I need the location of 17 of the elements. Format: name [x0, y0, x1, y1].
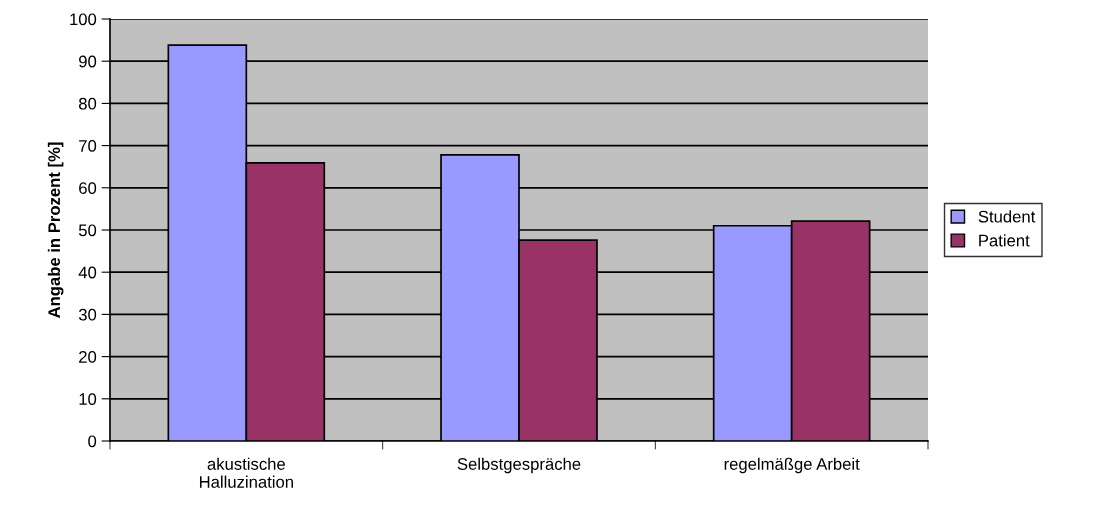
- y-tick-label: 0: [88, 435, 97, 448]
- y-tick-label: 40: [78, 266, 97, 279]
- y-tick-label: 60: [79, 182, 97, 194]
- y-tick-label: 20: [79, 351, 97, 363]
- legend-label: Student: [978, 210, 1036, 223]
- y-tick-label: 70: [79, 140, 97, 152]
- x-tick-label: akustische Halluzination: [199, 457, 293, 488]
- x-tick-label: Selbstgespräche: [457, 457, 581, 474]
- x-tick-label: regelmäßge Arbeit: [724, 457, 860, 474]
- y-axis-title: Angabe in Prozent [%]: [47, 142, 64, 319]
- legend-label: Patient: [979, 234, 1030, 247]
- y-tick-label: 90: [79, 55, 97, 68]
- y-tick-label: 80: [78, 97, 97, 110]
- y-tick-label: 30: [78, 308, 97, 321]
- y-tick-label: 50: [78, 224, 97, 237]
- y-tick-label: 10: [79, 393, 97, 405]
- y-tick-label: 100: [70, 13, 97, 26]
